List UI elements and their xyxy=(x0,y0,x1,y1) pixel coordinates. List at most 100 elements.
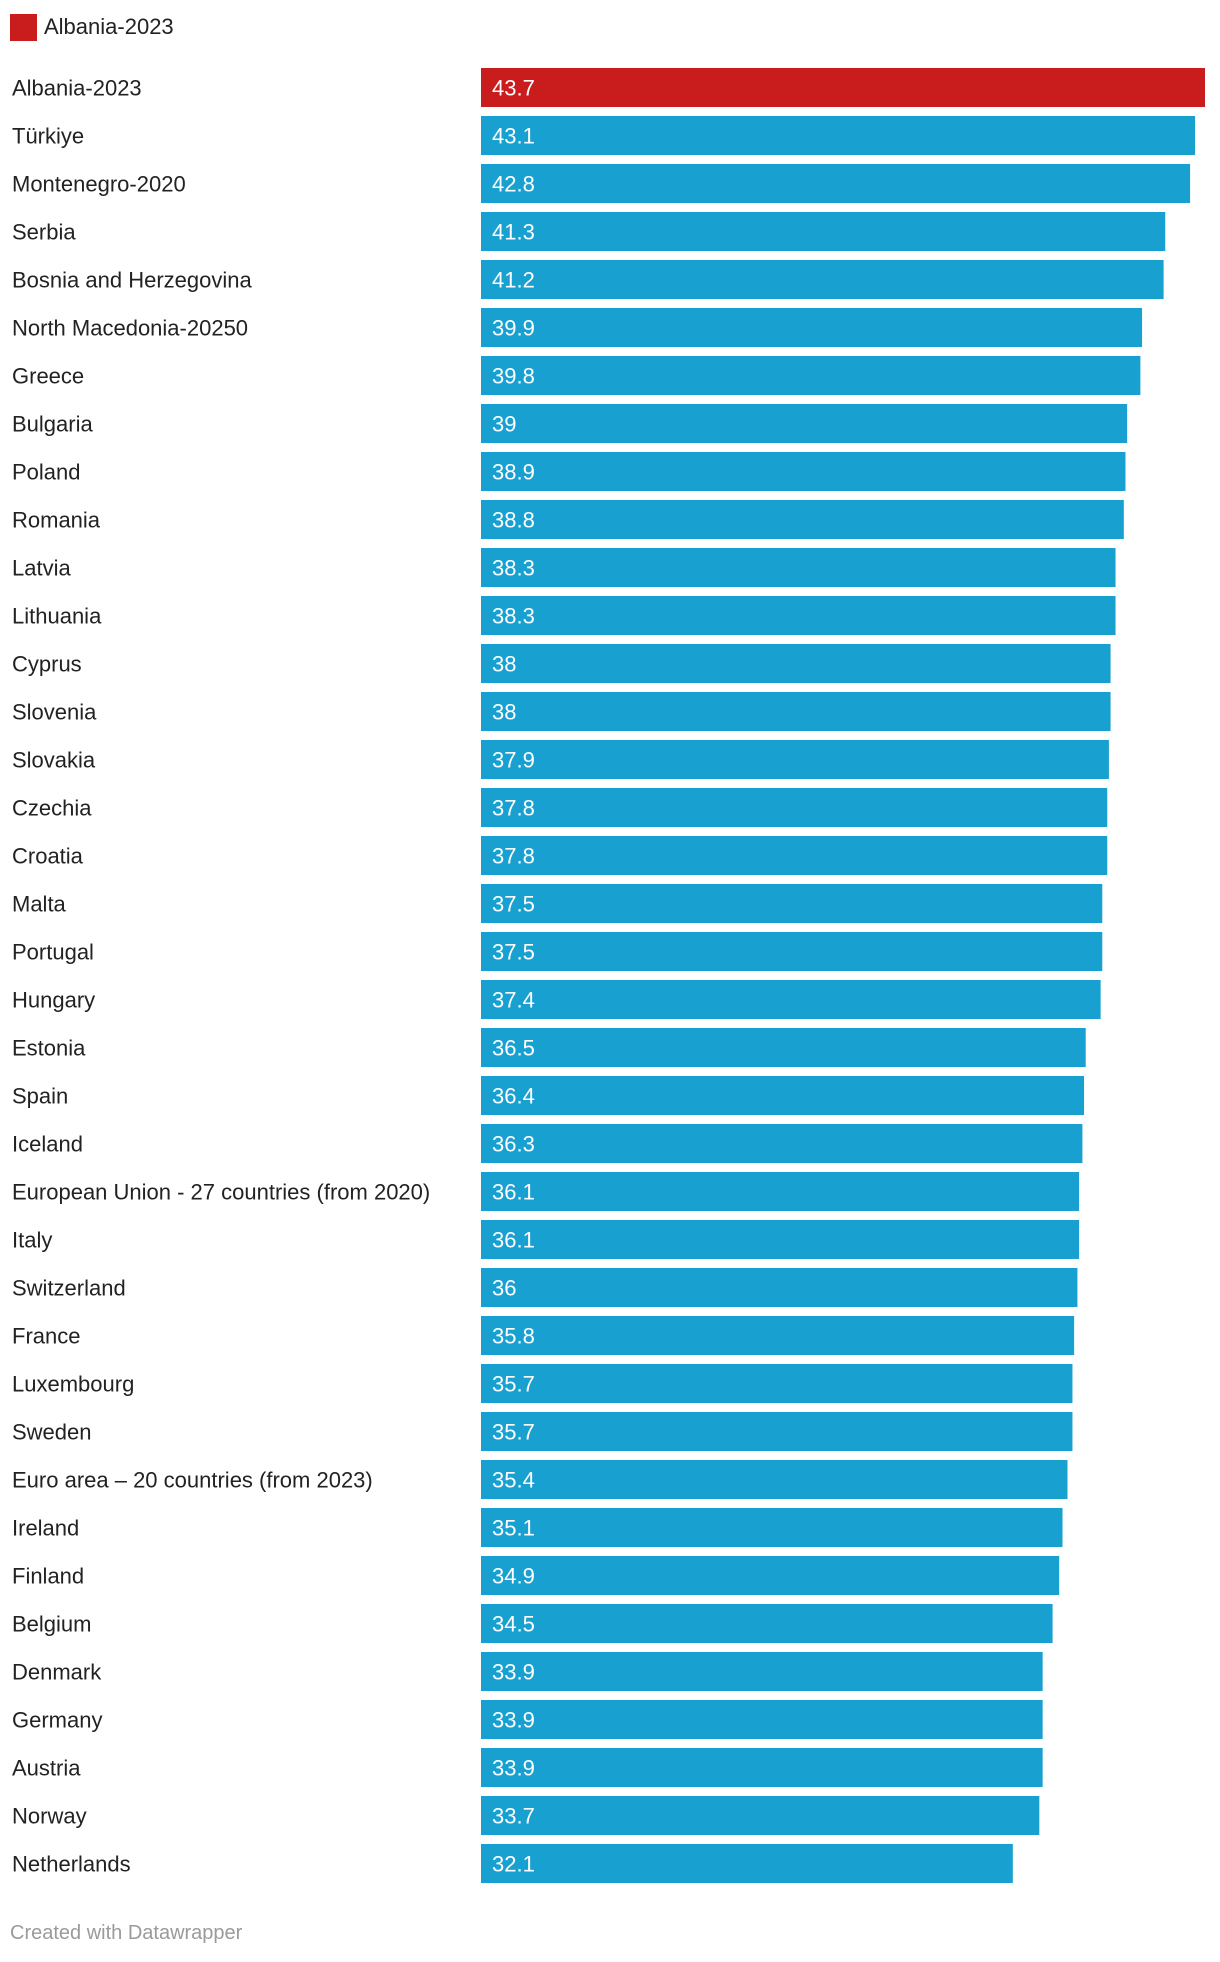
category-label: Switzerland xyxy=(12,1276,126,1301)
legend-swatch xyxy=(10,13,37,41)
bar xyxy=(481,1220,1080,1259)
value-label: 34.9 xyxy=(492,1564,535,1589)
category-label: Lithuania xyxy=(12,604,102,629)
bar xyxy=(481,1604,1053,1643)
value-label: 41.3 xyxy=(492,220,535,245)
value-label: 33.9 xyxy=(492,1756,535,1781)
category-label: Netherlands xyxy=(12,1852,131,1877)
category-label: Portugal xyxy=(12,940,94,965)
bar xyxy=(481,1076,1085,1115)
category-label: Sweden xyxy=(12,1420,92,1445)
value-label: 35.1 xyxy=(492,1516,535,1541)
category-label: North Macedonia-20250 xyxy=(12,316,248,341)
category-label: Czechia xyxy=(12,796,92,821)
bar xyxy=(481,404,1128,443)
category-label: Denmark xyxy=(12,1660,102,1685)
value-label: 38.3 xyxy=(492,556,535,581)
value-label: 35.8 xyxy=(492,1324,535,1349)
bar xyxy=(481,692,1111,731)
category-label: Slovenia xyxy=(12,700,97,725)
value-label: 39 xyxy=(492,412,516,437)
credit-text: Created with Datawrapper xyxy=(10,1922,243,1944)
value-label: 36.3 xyxy=(492,1132,535,1157)
value-label: 33.9 xyxy=(492,1708,535,1733)
bar xyxy=(481,836,1108,875)
value-label: 37.9 xyxy=(492,748,535,773)
category-label: Austria xyxy=(12,1756,81,1781)
bar xyxy=(481,452,1126,491)
bar xyxy=(481,1700,1043,1739)
value-label: 36.5 xyxy=(492,1036,535,1061)
value-label: 36 xyxy=(492,1276,516,1301)
value-label: 36.1 xyxy=(492,1228,535,1253)
category-label: Italy xyxy=(12,1228,52,1253)
bar xyxy=(481,260,1164,299)
category-label: Germany xyxy=(12,1708,102,1733)
value-label: 38 xyxy=(492,700,516,725)
bar xyxy=(481,1844,1013,1883)
category-label: Serbia xyxy=(12,220,76,245)
bar xyxy=(481,164,1191,203)
category-label: Montenegro-2020 xyxy=(12,172,186,197)
bar xyxy=(481,548,1116,587)
category-label: Croatia xyxy=(12,844,84,869)
category-label: Estonia xyxy=(12,1036,86,1061)
bar xyxy=(481,356,1141,395)
category-label: Albania-2023 xyxy=(12,76,142,101)
bar xyxy=(481,740,1109,779)
bar xyxy=(481,1556,1060,1595)
category-label: Slovakia xyxy=(12,748,96,773)
value-label: 37.8 xyxy=(492,844,535,869)
category-label: Bulgaria xyxy=(12,412,93,437)
value-label: 37.5 xyxy=(492,892,535,917)
bar xyxy=(481,308,1143,347)
value-label: 43.7 xyxy=(492,76,535,101)
bar xyxy=(481,116,1196,155)
value-label: 35.4 xyxy=(492,1468,535,1493)
category-label: France xyxy=(12,1324,80,1349)
category-label: Luxembourg xyxy=(12,1372,134,1397)
bar xyxy=(481,1508,1063,1547)
bar xyxy=(481,596,1116,635)
value-label: 38 xyxy=(492,652,516,677)
bar xyxy=(481,212,1166,251)
category-label: Iceland xyxy=(12,1132,83,1157)
category-label: Euro area – 20 countries (from 2023) xyxy=(12,1468,373,1493)
value-label: 41.2 xyxy=(492,268,535,293)
value-label: 43.1 xyxy=(492,124,535,149)
value-label: 37.8 xyxy=(492,796,535,821)
value-label: 36.1 xyxy=(492,1180,535,1205)
bar xyxy=(481,980,1101,1019)
category-label: Türkiye xyxy=(12,124,84,149)
category-label: European Union - 27 countries (from 2020… xyxy=(12,1180,430,1205)
value-label: 33.7 xyxy=(492,1804,535,1829)
category-label: Bosnia and Herzegovina xyxy=(12,268,252,293)
value-label: 33.9 xyxy=(492,1660,535,1685)
bar xyxy=(481,1460,1068,1499)
category-label: Poland xyxy=(12,460,81,485)
category-label: Latvia xyxy=(12,556,71,581)
category-label: Spain xyxy=(12,1084,68,1109)
bar xyxy=(481,1412,1073,1451)
legend-label: Albania-2023 xyxy=(44,14,174,39)
bar xyxy=(481,1028,1086,1067)
value-label: 37.5 xyxy=(492,940,535,965)
bar xyxy=(481,500,1124,539)
value-label: 39.9 xyxy=(492,316,535,341)
bar xyxy=(481,1124,1083,1163)
value-label: 35.7 xyxy=(492,1372,535,1397)
bar xyxy=(481,1268,1078,1307)
category-label: Greece xyxy=(12,364,84,389)
bar xyxy=(481,644,1111,683)
bar xyxy=(481,1364,1073,1403)
category-label: Norway xyxy=(12,1804,87,1829)
value-label: 38.9 xyxy=(492,460,535,485)
value-label: 35.7 xyxy=(492,1420,535,1445)
category-label: Belgium xyxy=(12,1612,91,1637)
value-label: 39.8 xyxy=(492,364,535,389)
category-label: Finland xyxy=(12,1564,84,1589)
value-label: 34.5 xyxy=(492,1612,535,1637)
bar xyxy=(481,68,1205,107)
category-label: Cyprus xyxy=(12,652,82,677)
